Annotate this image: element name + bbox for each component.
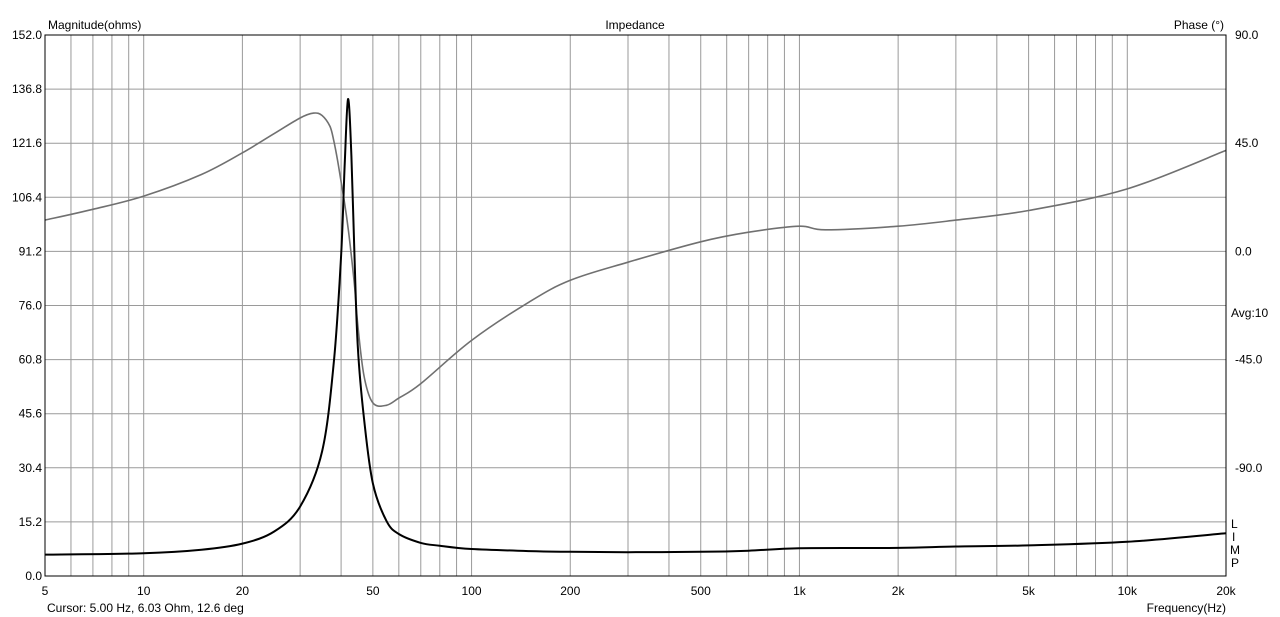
y-right-tick-label: 90.0 bbox=[1235, 28, 1259, 42]
x-tick-label: 5 bbox=[42, 584, 49, 598]
y-left-tick-label: 0.0 bbox=[25, 569, 42, 583]
x-tick-label: 500 bbox=[691, 584, 711, 598]
avg-label: Avg:10 bbox=[1231, 306, 1268, 320]
x-tick-label: 10 bbox=[137, 584, 151, 598]
series-layer bbox=[44, 98, 1227, 556]
phase-series-line bbox=[44, 112, 1227, 407]
right-axis-ticks: 90.0 45.0 0.0 -45.0 -90.0 bbox=[1235, 28, 1263, 475]
side-letter-p: P bbox=[1231, 556, 1239, 570]
chart-title: Impedance bbox=[605, 18, 665, 32]
side-letter-m: M bbox=[1230, 543, 1240, 557]
x-tick-label: 100 bbox=[462, 584, 482, 598]
x-tick-label: 10k bbox=[1118, 584, 1138, 598]
y-left-axis-title: Magnitude(ohms) bbox=[48, 18, 141, 32]
y-right-axis-title: Phase (°) bbox=[1174, 18, 1224, 32]
side-letter-l: L bbox=[1231, 517, 1238, 531]
y-left-tick-label: 76.0 bbox=[19, 299, 43, 313]
y-left-tick-label: 45.6 bbox=[19, 407, 43, 421]
x-tick-label: 2k bbox=[892, 584, 906, 598]
plot-frame bbox=[44, 34, 1227, 577]
y-left-tick-label: 136.8 bbox=[12, 82, 42, 96]
left-axis-ticks: 152.0 136.8 121.6 106.4 91.2 76.0 60.8 45.6 30.4… bbox=[12, 28, 42, 583]
y-left-tick-label: 30.4 bbox=[19, 461, 43, 475]
x-tick-label: 5k bbox=[1022, 584, 1036, 598]
y-left-tick-label: 91.2 bbox=[19, 244, 43, 258]
x-tick-label: 20k bbox=[1216, 584, 1236, 598]
magnitude-series-line bbox=[44, 98, 1227, 556]
side-letter-i: I bbox=[1232, 530, 1235, 544]
x-axis-title: Frequency(Hz) bbox=[1147, 601, 1226, 615]
x-tick-label: 200 bbox=[560, 584, 580, 598]
x-tick-label: 20 bbox=[236, 584, 250, 598]
y-right-tick-label: -90.0 bbox=[1235, 461, 1263, 475]
x-tick-label: 1k bbox=[793, 584, 807, 598]
x-axis-ticks: 5 10 20 50 100 200 500 1k 2k 5k 10k 20k bbox=[42, 584, 1237, 598]
y-right-tick-label: 0.0 bbox=[1235, 244, 1252, 258]
y-right-tick-label: -45.0 bbox=[1235, 353, 1263, 367]
cursor-readout: Cursor: 5.00 Hz, 6.03 Ohm, 12.6 deg bbox=[47, 601, 244, 615]
x-tick-label: 50 bbox=[366, 584, 380, 598]
y-left-tick-label: 60.8 bbox=[19, 353, 43, 367]
y-left-tick-label: 152.0 bbox=[12, 28, 42, 42]
y-right-tick-label: 45.0 bbox=[1235, 136, 1259, 150]
y-left-tick-label: 121.6 bbox=[12, 136, 42, 150]
grid-lines bbox=[44, 35, 1227, 576]
y-left-tick-label: 15.2 bbox=[19, 515, 43, 529]
y-left-tick-label: 106.4 bbox=[12, 190, 42, 204]
